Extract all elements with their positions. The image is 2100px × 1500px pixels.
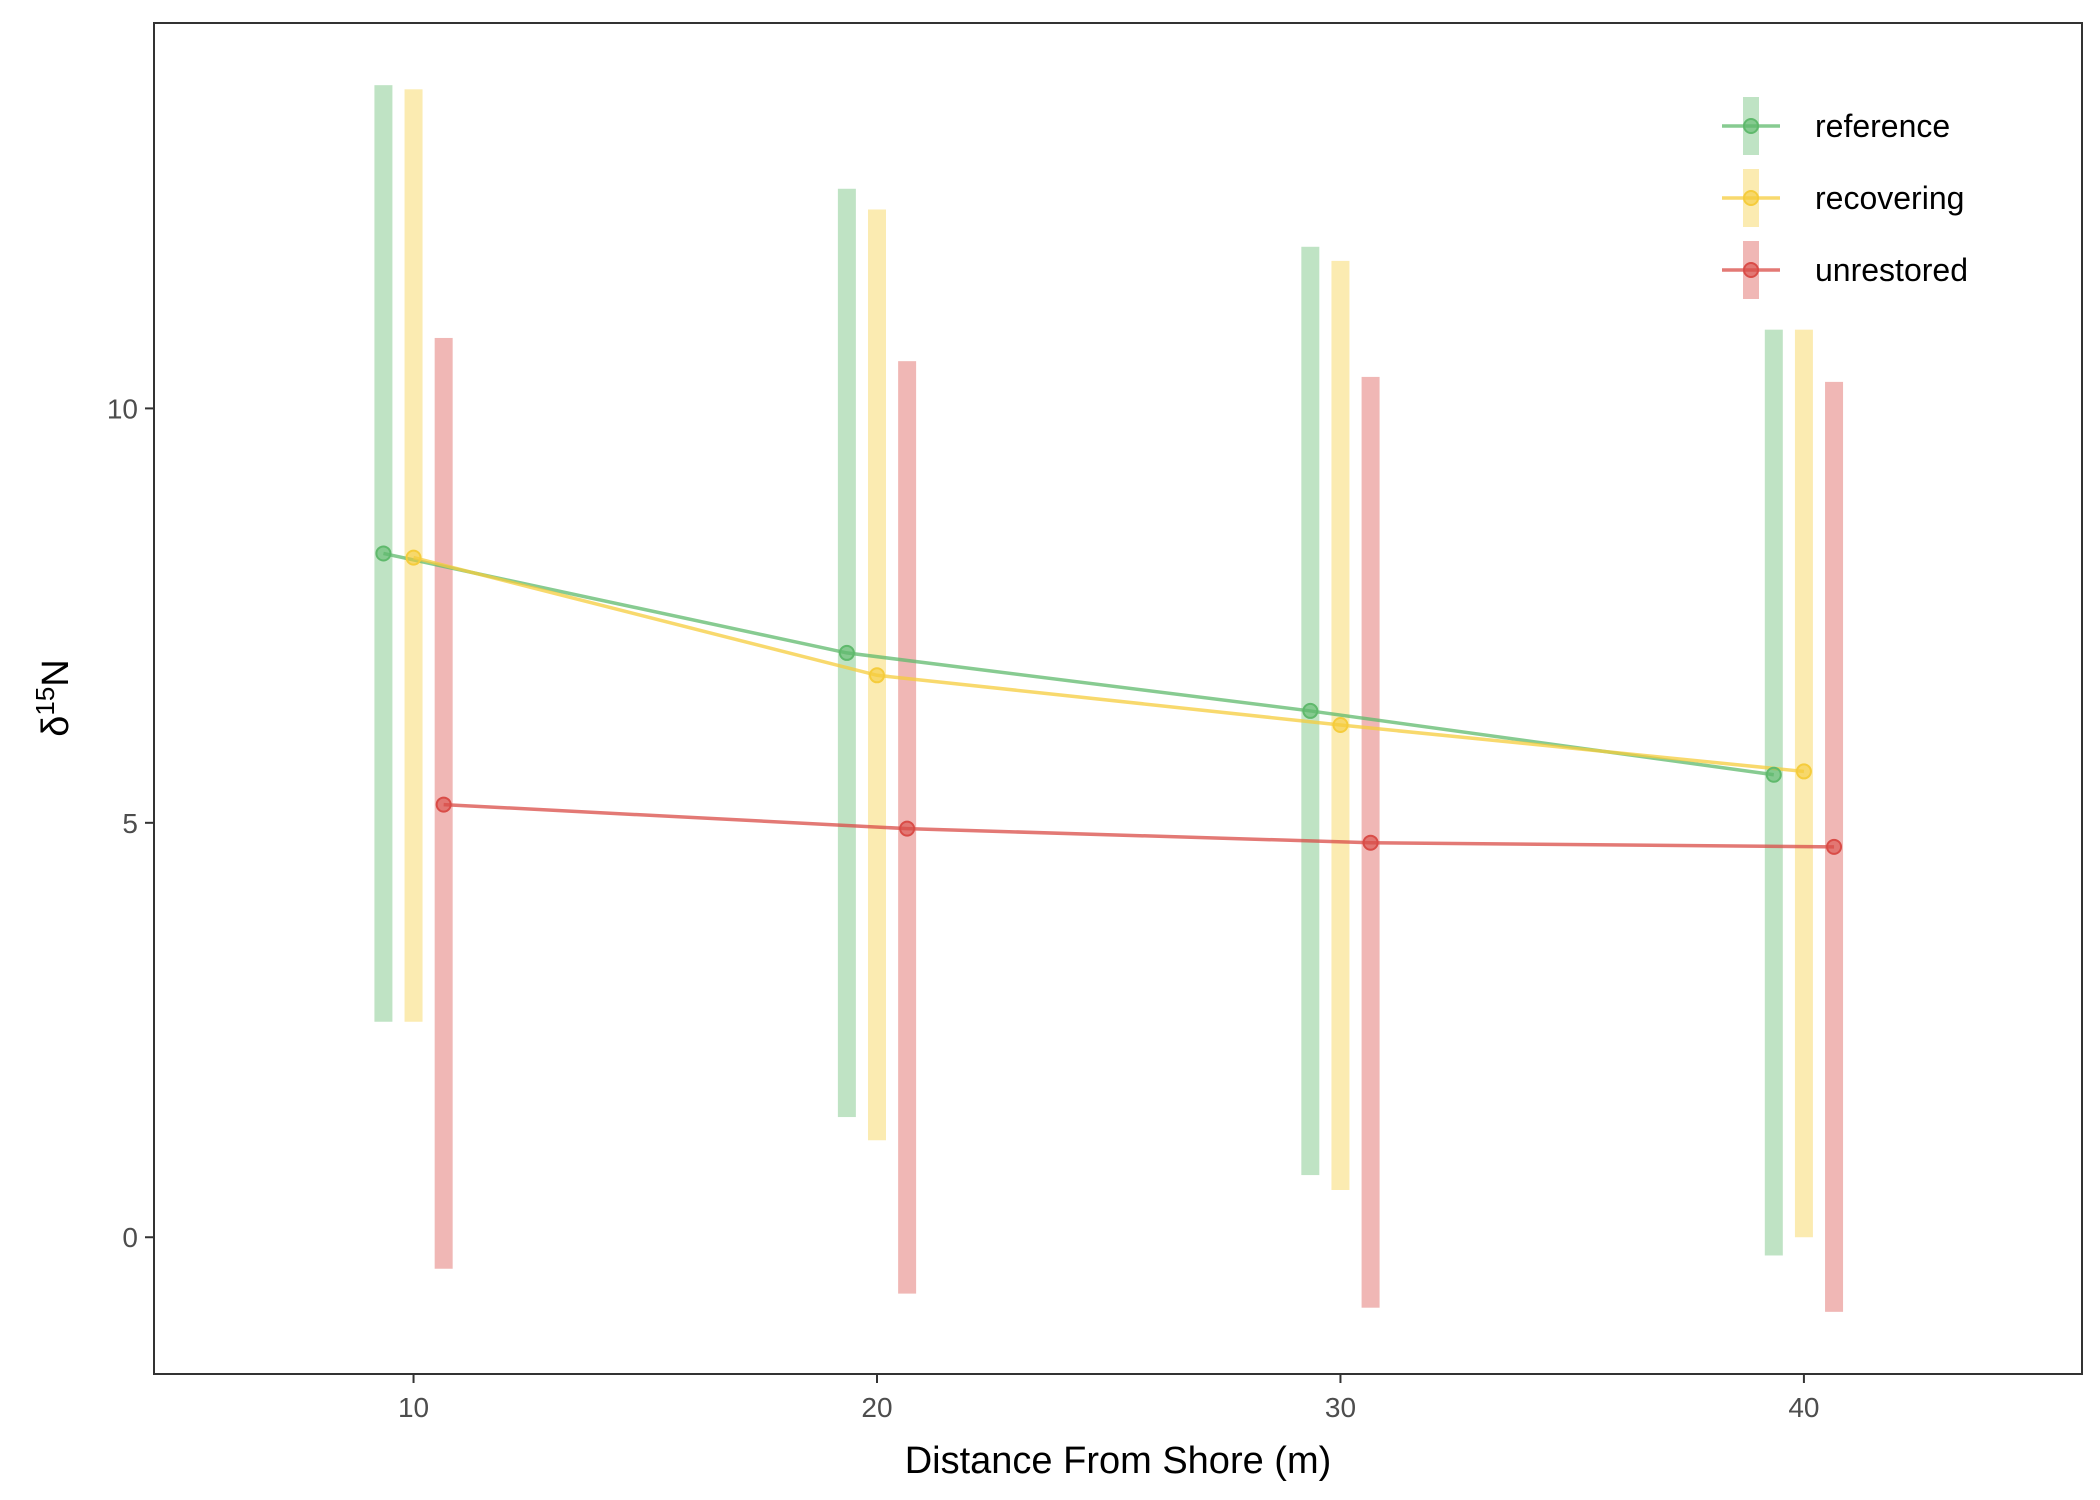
- x-tick-label-1: 20: [861, 1392, 892, 1423]
- point-recovering-3: [1795, 763, 1812, 780]
- series-lines: [383, 551, 1835, 849]
- plot-panel: [153, 22, 2083, 1375]
- legend-key-point-recovering: [1743, 190, 1759, 206]
- y-tick-label-2: 10: [107, 393, 138, 424]
- x-axis-title: Distance From Shore (m): [905, 1440, 1332, 1482]
- y-axis-title-element: N: [35, 659, 77, 686]
- y-tick-label-1: 5: [122, 808, 138, 839]
- point-recovering-2: [1332, 717, 1349, 734]
- point-reference-0: [375, 545, 392, 562]
- legend-key-point-reference: [1743, 118, 1759, 134]
- x-tick-label-3: 40: [1788, 1392, 1819, 1423]
- legend: reference recovering unrestored: [1722, 97, 1968, 299]
- y-axis: 0 5 10: [107, 393, 154, 1253]
- point-unrestored-0: [435, 796, 452, 813]
- x-tick-label-2: 30: [1325, 1392, 1356, 1423]
- x-tick-label-0: 10: [398, 1392, 429, 1423]
- point-unrestored-2: [1362, 834, 1379, 851]
- y-tick-label-0: 0: [122, 1222, 138, 1253]
- line-recovering: [413, 555, 1805, 774]
- legend-label-recovering: recovering: [1815, 180, 1964, 216]
- point-reference-2: [1302, 702, 1319, 719]
- point-reference-3: [1765, 766, 1782, 783]
- point-unrestored-1: [899, 820, 916, 837]
- x-axis: 10 20 30 40: [398, 1374, 1820, 1423]
- line-unrestored: [443, 802, 1835, 849]
- legend-label-reference: reference: [1815, 108, 1950, 144]
- legend-label-unrestored: unrestored: [1815, 252, 1968, 288]
- point-recovering-0: [405, 549, 422, 566]
- y-axis-title: δ15N: [30, 659, 77, 737]
- point-reference-1: [838, 644, 855, 661]
- errorbar-recovering-3: [1794, 329, 1813, 1238]
- legend-key-point-unrestored: [1743, 262, 1759, 278]
- y-axis-title-symbol: δ: [35, 716, 77, 737]
- point-recovering-1: [869, 667, 885, 684]
- errorbar-reference-3: [1764, 329, 1783, 1256]
- y-axis-title-superscript: 15: [30, 687, 60, 716]
- line-reference: [383, 551, 1775, 777]
- point-unrestored-3: [1826, 838, 1843, 855]
- series-points: [375, 545, 1843, 855]
